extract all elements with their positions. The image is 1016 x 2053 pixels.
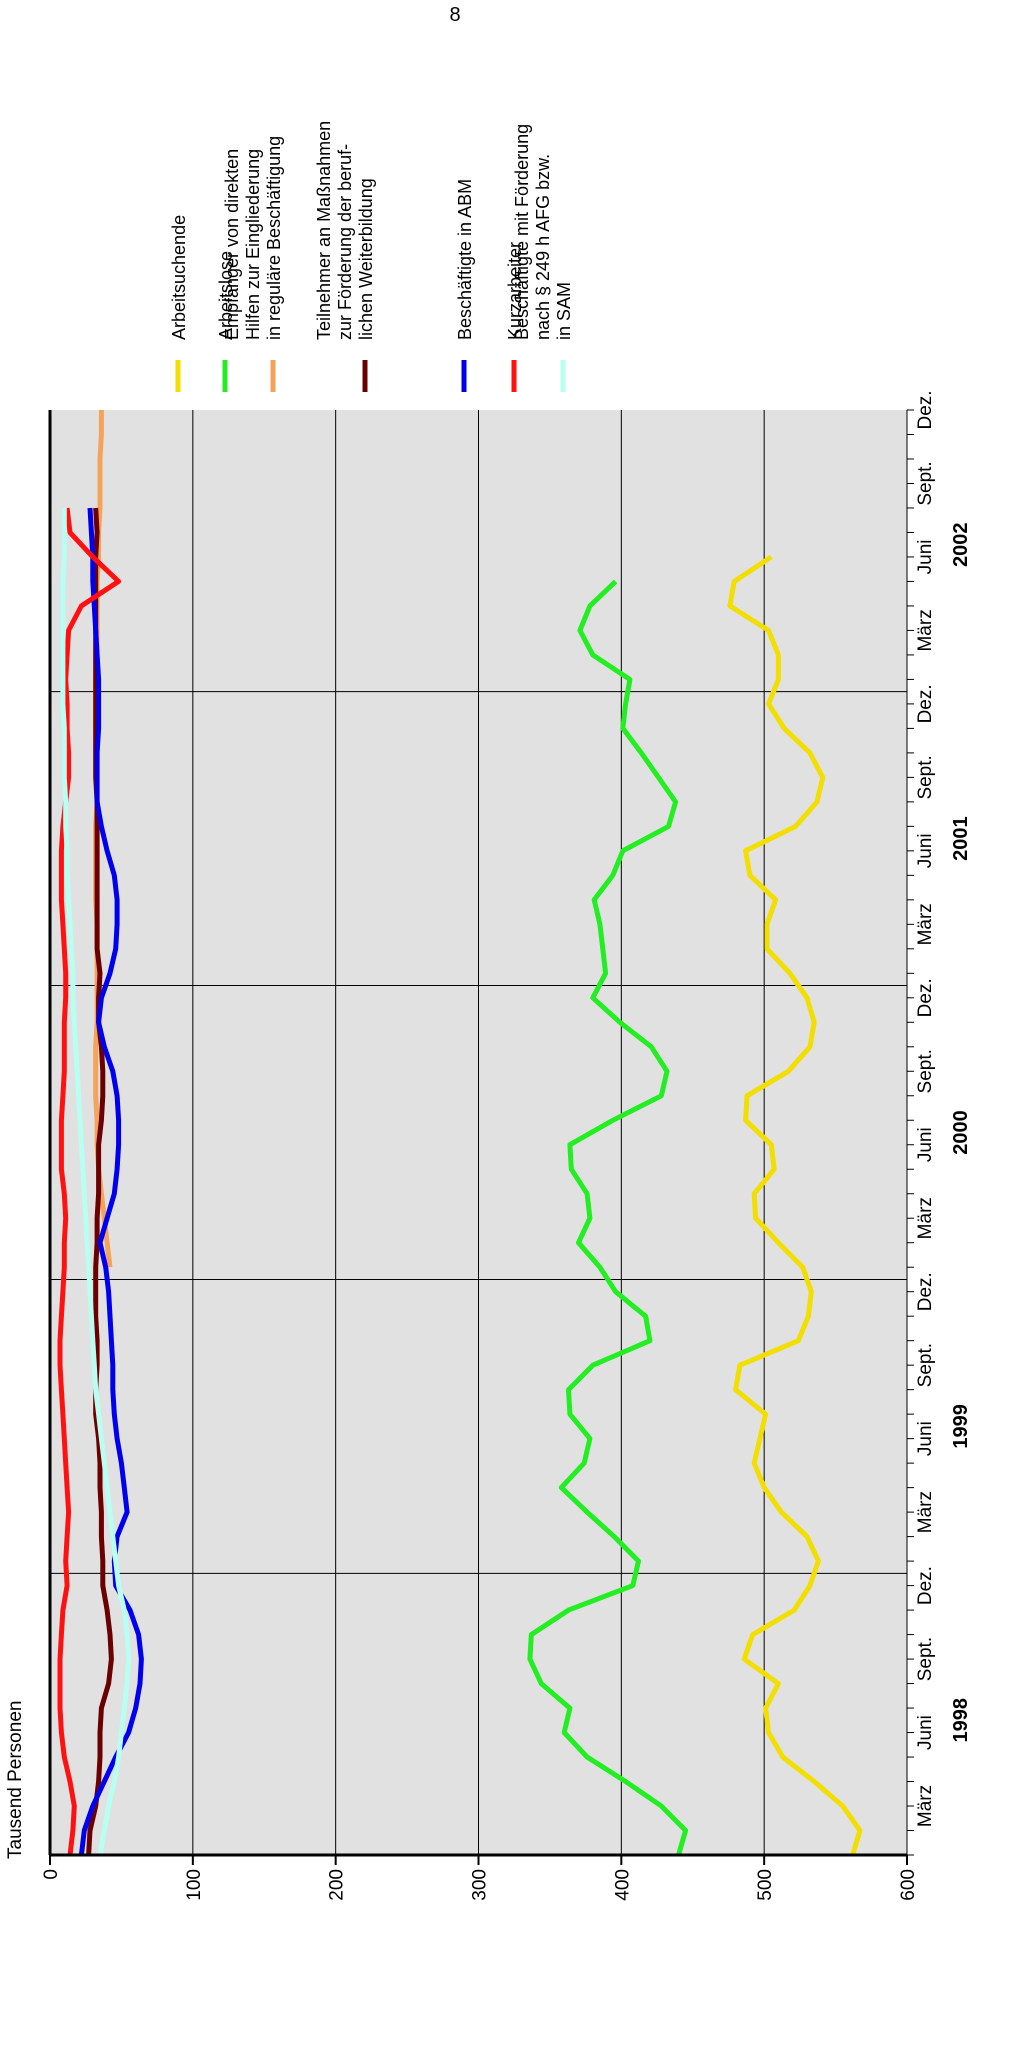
month-label: Juni xyxy=(915,1715,936,1750)
plot-area xyxy=(50,410,908,1856)
series-line-7 xyxy=(60,508,132,1856)
month-label: Sept. xyxy=(915,1343,936,1387)
value-tick-label: 100 xyxy=(184,1869,205,1901)
month-label: Sept. xyxy=(915,1637,936,1681)
month-label: Sept. xyxy=(915,755,936,799)
legend-label-5: Beschäftigte in ABM xyxy=(455,179,475,340)
value-tick-label: 400 xyxy=(612,1869,633,1901)
value-tick-label: 600 xyxy=(898,1869,919,1901)
month-label: Dez. xyxy=(915,978,936,1017)
legend-label-3: Empfänger von direktenHilfen zur Einglie… xyxy=(222,136,284,340)
series-line-5 xyxy=(78,507,144,1856)
year-label: 2000 xyxy=(950,1110,972,1155)
year-label: 2001 xyxy=(950,816,972,861)
month-label: Juni xyxy=(915,1127,936,1162)
month-label: März xyxy=(915,903,936,945)
month-label: März xyxy=(915,1785,936,1827)
legend-label-6: Kurzarbeiter xyxy=(505,242,525,340)
month-label: Dez. xyxy=(915,1566,936,1605)
year-label: 2002 xyxy=(950,522,972,567)
month-label: Juni xyxy=(915,833,936,868)
value-tick-label: 300 xyxy=(470,1869,491,1901)
series-line-6 xyxy=(57,507,122,1856)
value-tick-label: 500 xyxy=(755,1869,776,1901)
value-tick-label: 0 xyxy=(41,1869,62,1880)
year-label: 1998 xyxy=(950,1698,972,1743)
axes: 0 100 200 300 400 500 600 Tausend Personen März J… xyxy=(5,390,972,1900)
month-label: Dez. xyxy=(915,1272,936,1311)
month-label: Juni xyxy=(915,540,936,575)
month-label: März xyxy=(915,1197,936,1239)
month-label: März xyxy=(915,1491,936,1533)
series-line-4 xyxy=(86,507,114,1856)
value-axis-title: Tausend Personen xyxy=(5,1701,26,1859)
legend-label-1: Arbeitsuchende xyxy=(169,215,189,340)
legend-label-2: Arbeitslose xyxy=(216,251,236,340)
page-number: 8 xyxy=(449,4,461,26)
year-label: 1999 xyxy=(950,1404,972,1449)
month-label: Sept. xyxy=(915,461,936,505)
series-line-2 xyxy=(527,579,689,1856)
month-label: Dez. xyxy=(915,390,936,429)
value-tick-label: 200 xyxy=(327,1869,348,1901)
month-label: Dez. xyxy=(915,684,936,723)
month-label: Sept. xyxy=(915,1049,936,1093)
series-line-1 xyxy=(727,554,863,1856)
legend-label-7: Beschäftigte mit Förderungnach § 249 h A… xyxy=(512,124,574,340)
legend-label-4: Teilnehmer an Maßnahmenzur Förderung der… xyxy=(314,121,376,340)
month-label: Juni xyxy=(915,1421,936,1456)
month-label: März xyxy=(915,609,936,651)
